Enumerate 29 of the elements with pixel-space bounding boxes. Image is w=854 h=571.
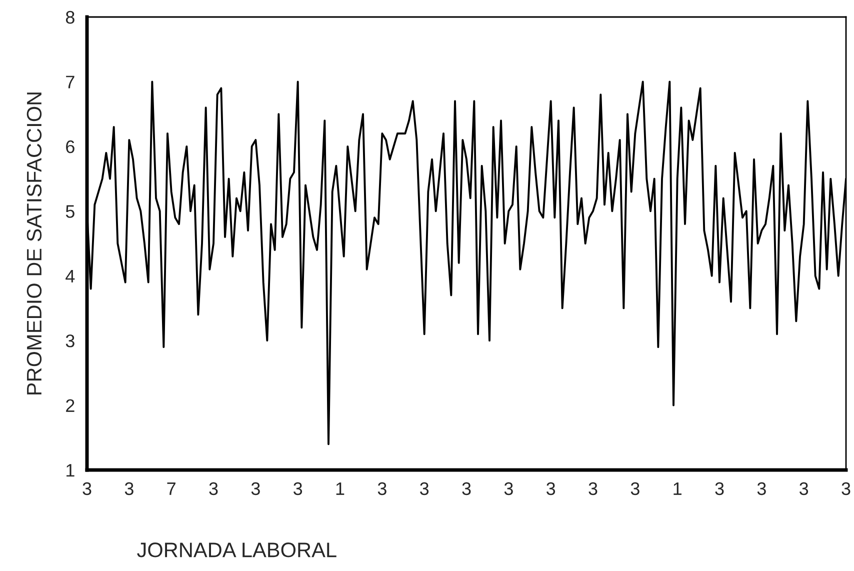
y-tick-label: 4 <box>66 270 75 282</box>
x-tick-label: 3 <box>294 482 302 496</box>
x-tick-label: 1 <box>336 482 344 495</box>
x-tick-label: 3 <box>462 482 471 496</box>
x-tick-label: 3 <box>124 482 134 496</box>
x-tick-label: 3 <box>546 482 556 496</box>
y-tick-label: 2 <box>66 399 74 412</box>
y-tick-label: 6 <box>66 140 74 154</box>
x-tick-label: 3 <box>82 482 92 496</box>
x-axis-title: JORNADA LABORAL <box>137 542 336 558</box>
x-tick-label: 3 <box>630 482 640 496</box>
x-tick-label: 3 <box>588 482 598 496</box>
x-tick-label: 1 <box>674 482 682 495</box>
x-tick-label: 3 <box>420 482 429 496</box>
x-tick-label: 3 <box>842 482 850 496</box>
y-tick-label: 1 <box>66 464 74 477</box>
y-tick-label: 5 <box>66 205 74 218</box>
y-tick-label: 8 <box>66 10 74 24</box>
x-tick-label: 3 <box>800 482 808 496</box>
y-tick-label: 3 <box>66 334 74 348</box>
y-axis-title: PROMEDIO DE SATISFACCION <box>26 92 42 394</box>
x-tick-label: 3 <box>715 482 724 496</box>
x-tick-label: 3 <box>757 482 766 496</box>
y-tick-label: 7 <box>66 76 74 88</box>
x-tick-label: 3 <box>209 482 218 496</box>
x-tick-label: 3 <box>504 482 513 496</box>
x-tick-label: 7 <box>167 482 176 495</box>
x-tick-label: 3 <box>251 482 260 496</box>
x-tick-label: 3 <box>378 482 386 496</box>
